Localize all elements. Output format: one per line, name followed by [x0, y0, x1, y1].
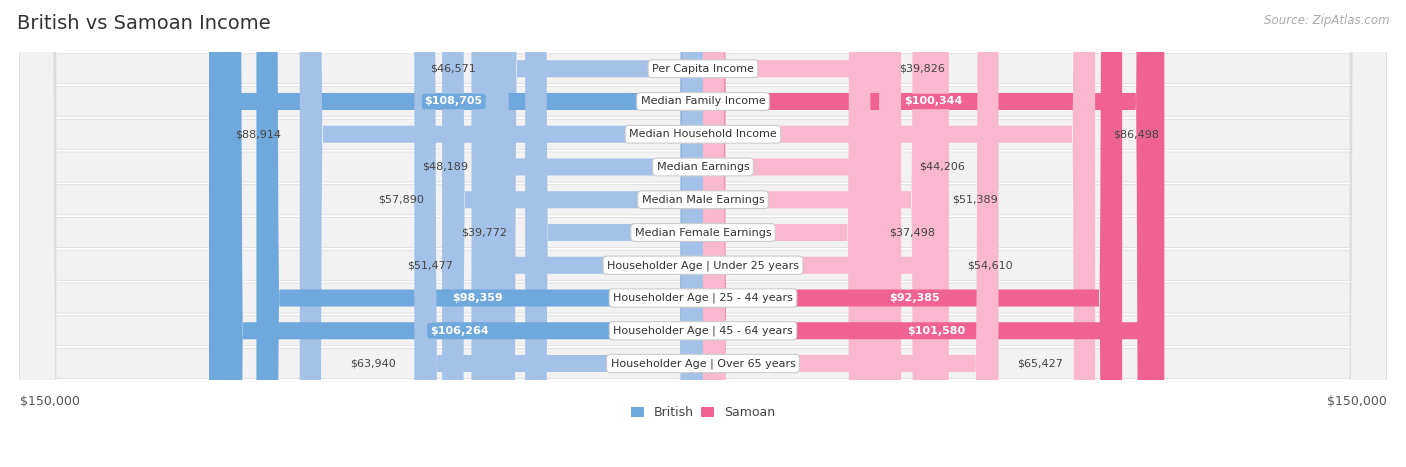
Text: Source: ZipAtlas.com: Source: ZipAtlas.com	[1264, 14, 1389, 27]
FancyBboxPatch shape	[20, 0, 1386, 467]
Text: $86,498: $86,498	[1114, 129, 1160, 139]
Text: $150,000: $150,000	[20, 395, 80, 408]
Text: $106,264: $106,264	[430, 326, 489, 336]
Text: Median Male Earnings: Median Male Earnings	[641, 195, 765, 205]
Text: $101,580: $101,580	[907, 326, 965, 336]
Text: $57,890: $57,890	[378, 195, 423, 205]
Text: Per Capita Income: Per Capita Income	[652, 64, 754, 74]
Text: $100,344: $100,344	[904, 97, 962, 106]
FancyBboxPatch shape	[20, 0, 1386, 467]
FancyBboxPatch shape	[526, 0, 703, 467]
FancyBboxPatch shape	[471, 0, 703, 467]
Text: $54,610: $54,610	[967, 260, 1012, 270]
FancyBboxPatch shape	[415, 0, 703, 467]
Text: Householder Age | Over 65 years: Householder Age | Over 65 years	[610, 358, 796, 369]
FancyBboxPatch shape	[20, 0, 1386, 467]
FancyBboxPatch shape	[299, 0, 703, 467]
Text: $63,940: $63,940	[350, 359, 396, 368]
Text: $44,206: $44,206	[920, 162, 966, 172]
Text: British vs Samoan Income: British vs Samoan Income	[17, 14, 270, 33]
FancyBboxPatch shape	[20, 0, 1386, 467]
Text: $51,477: $51,477	[408, 260, 453, 270]
Text: Householder Age | Under 25 years: Householder Age | Under 25 years	[607, 260, 799, 270]
FancyBboxPatch shape	[703, 0, 1164, 467]
FancyBboxPatch shape	[20, 0, 1386, 467]
FancyBboxPatch shape	[703, 0, 1095, 467]
Text: $51,389: $51,389	[952, 195, 998, 205]
FancyBboxPatch shape	[20, 0, 1386, 467]
FancyBboxPatch shape	[703, 0, 901, 467]
Text: $39,826: $39,826	[900, 64, 945, 74]
FancyBboxPatch shape	[20, 0, 1386, 467]
Text: Median Earnings: Median Earnings	[657, 162, 749, 172]
Text: $92,385: $92,385	[890, 293, 941, 303]
Text: Householder Age | 45 - 64 years: Householder Age | 45 - 64 years	[613, 325, 793, 336]
Text: $46,571: $46,571	[430, 64, 475, 74]
Text: $108,705: $108,705	[425, 97, 482, 106]
FancyBboxPatch shape	[20, 0, 1386, 467]
Text: Median Female Earnings: Median Female Earnings	[634, 227, 772, 238]
Text: $150,000: $150,000	[1326, 395, 1386, 408]
FancyBboxPatch shape	[486, 0, 703, 467]
FancyBboxPatch shape	[703, 0, 934, 467]
FancyBboxPatch shape	[20, 0, 1386, 467]
Legend: British, Samoan: British, Samoan	[631, 406, 775, 419]
FancyBboxPatch shape	[703, 0, 870, 467]
FancyBboxPatch shape	[494, 0, 703, 467]
Text: $65,427: $65,427	[1017, 359, 1063, 368]
FancyBboxPatch shape	[703, 0, 998, 467]
FancyBboxPatch shape	[20, 0, 1386, 467]
FancyBboxPatch shape	[256, 0, 703, 467]
FancyBboxPatch shape	[209, 0, 703, 467]
FancyBboxPatch shape	[221, 0, 703, 467]
Text: Median Household Income: Median Household Income	[628, 129, 778, 139]
FancyBboxPatch shape	[703, 0, 949, 467]
Text: $37,498: $37,498	[889, 227, 935, 238]
FancyBboxPatch shape	[703, 0, 1159, 467]
Text: $88,914: $88,914	[235, 129, 281, 139]
Text: $39,772: $39,772	[461, 227, 506, 238]
Text: $98,359: $98,359	[453, 293, 503, 303]
FancyBboxPatch shape	[703, 0, 882, 467]
FancyBboxPatch shape	[441, 0, 703, 467]
FancyBboxPatch shape	[703, 0, 1122, 467]
Text: Median Family Income: Median Family Income	[641, 97, 765, 106]
Text: Householder Age | 25 - 44 years: Householder Age | 25 - 44 years	[613, 293, 793, 303]
Text: $48,189: $48,189	[422, 162, 468, 172]
